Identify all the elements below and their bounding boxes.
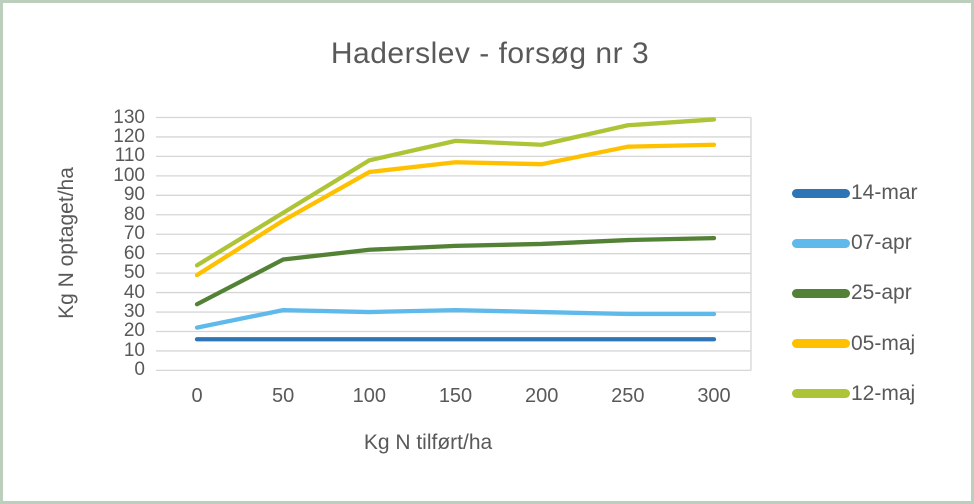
x-tick-label: 250 xyxy=(611,385,645,407)
legend-swatch-icon xyxy=(792,238,850,248)
x-tick-label: 100 xyxy=(352,385,387,407)
series-line-12-maj xyxy=(194,117,717,268)
legend-swatch-icon xyxy=(792,389,850,399)
legend-swatch-icon xyxy=(792,188,850,198)
legend-label: 12-maj xyxy=(851,381,916,405)
x-tick-label: 300 xyxy=(697,385,731,407)
y-tick-label: 110 xyxy=(114,145,145,167)
y-tick-label: 90 xyxy=(123,184,145,206)
legend-swatch-icon xyxy=(792,288,850,298)
y-tick-label: 40 xyxy=(123,281,145,303)
legend-label: 14-mar xyxy=(851,181,918,204)
y-tick-label: 50 xyxy=(123,262,145,284)
legend-item-25-apr: 25-apr xyxy=(792,280,912,306)
x-tick-label: 50 xyxy=(272,385,295,407)
y-tick-label: 10 xyxy=(123,339,145,361)
x-tick-label: 0 xyxy=(191,385,203,407)
legend-item-12-maj: 12-maj xyxy=(792,381,915,407)
legend-label: 05-maj xyxy=(851,331,916,355)
y-tick-label: 30 xyxy=(123,301,145,323)
y-tick-label: 80 xyxy=(123,203,145,225)
x-tick-label: 200 xyxy=(524,385,559,407)
x-axis-title: Kg N tilført/ha xyxy=(363,431,493,454)
y-tick-label: 120 xyxy=(113,125,145,147)
y-tick-label: 70 xyxy=(123,223,145,245)
legend-item-05-maj: 05-maj xyxy=(792,331,915,357)
legend-swatch-icon xyxy=(792,339,850,349)
x-tick-label: 150 xyxy=(438,385,473,407)
legend-item-07-apr: 07-apr xyxy=(792,230,912,256)
chart-title: Haderslev - forsøg nr 3 xyxy=(330,37,650,70)
y-tick-label: 20 xyxy=(123,320,145,342)
y-tick-label: 0 xyxy=(134,359,145,381)
series-line-25-apr xyxy=(194,235,717,307)
legend-item-14-mar: 14-mar xyxy=(792,180,918,206)
y-tick-label: 60 xyxy=(123,242,145,264)
y-tick-label: 100 xyxy=(113,164,145,186)
series-line-05-maj xyxy=(194,142,717,278)
legend-label: 07-apr xyxy=(851,231,912,255)
y-tick-label: 130 xyxy=(113,106,145,128)
series-line-07-apr xyxy=(194,307,717,330)
legend-label: 25-apr xyxy=(851,281,912,305)
plot-area xyxy=(156,116,752,372)
